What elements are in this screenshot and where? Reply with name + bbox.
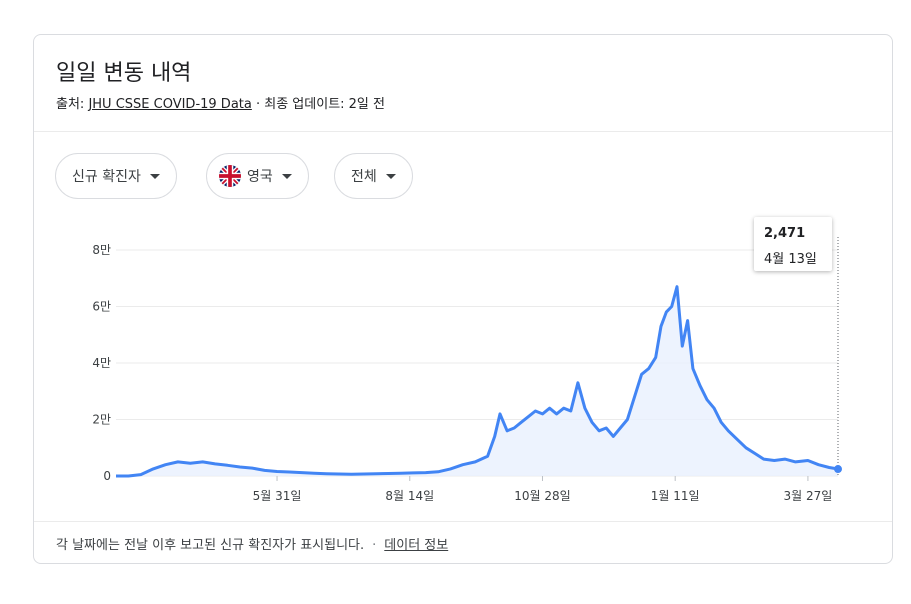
footer-note: 각 날짜에는 전날 이후 보고된 신규 확진자가 표시됩니다. · 데이터 정보 [56, 534, 448, 553]
metric-dropdown[interactable]: 신규 확진자 [55, 153, 177, 199]
chevron-down-icon [281, 173, 292, 179]
source-prefix: 출처: [56, 97, 89, 112]
series-line [116, 285, 839, 478]
region-dropdown[interactable]: 전체 [334, 153, 413, 199]
chevron-down-icon [149, 173, 160, 179]
x-tick-label: 8월 14일 [385, 489, 434, 503]
source-line: 출처: JHU CSSE COVID-19 Data · 최종 업데이트: 2일… [56, 93, 385, 112]
header-divider [34, 131, 892, 132]
data-info-link[interactable]: 데이터 정보 [384, 538, 449, 553]
card-title: 일일 변동 내역 [56, 61, 192, 86]
covid-chart-card: 일일 변동 내역 출처: JHU CSSE COVID-19 Data · 최종… [33, 34, 893, 564]
y-tick-label: 6만 [92, 300, 111, 314]
x-tick-label: 5월 31일 [253, 489, 302, 503]
footer-divider [34, 521, 892, 522]
chevron-down-icon [385, 173, 396, 179]
cases-chart[interactable]: 0 2만 4만 6만 8만 5월 31일 8월 14일 10월 28일 1월 11일 3월 27일 [34, 35, 892, 515]
source-suffix: · 최종 업데이트: 2일 전 [251, 97, 385, 112]
region-label: 전체 [351, 169, 377, 185]
y-tick-label: 8만 [92, 243, 111, 257]
tooltip-value: 2,471 [764, 226, 806, 241]
country-dropdown[interactable]: 영국 [206, 153, 309, 199]
tooltip-date: 4월 13일 [764, 252, 817, 267]
x-tick-label: 3월 27일 [784, 489, 833, 503]
x-tick-label: 1월 11일 [651, 489, 700, 503]
source-link[interactable]: JHU CSSE COVID-19 Data [88, 97, 252, 112]
x-tick-label: 10월 28일 [514, 489, 570, 503]
hover-point [834, 465, 842, 474]
chart-tooltip: 2,471 4월 13일 [754, 217, 832, 271]
metric-label: 신규 확진자 [72, 169, 141, 185]
footer-text: 각 날짜에는 전날 이후 보고된 신규 확진자가 표시됩니다. [56, 538, 365, 553]
country-label: 영국 [247, 169, 273, 185]
y-tick-label: 0 [103, 469, 111, 483]
uk-flag-icon [219, 165, 241, 187]
y-tick-label: 4만 [92, 356, 111, 370]
y-tick-label: 2만 [92, 413, 111, 427]
series-area [116, 286, 838, 476]
footer-separator: · [372, 538, 377, 553]
